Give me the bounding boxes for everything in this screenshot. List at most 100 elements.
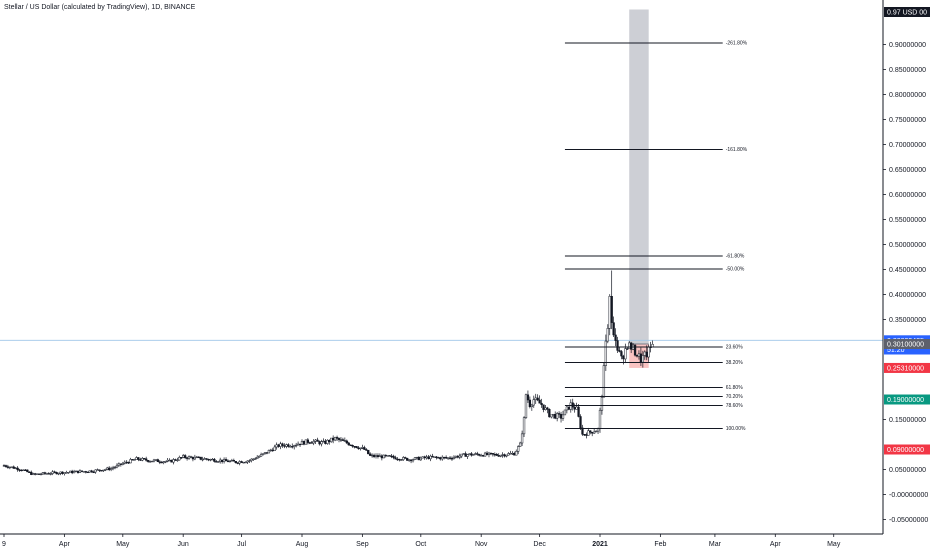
candle-body: [61, 471, 64, 474]
candle-body: [28, 471, 31, 473]
candle-body: [522, 417, 526, 435]
candle-body: [647, 346, 650, 358]
candle-body: [402, 457, 405, 460]
candle-body: [293, 445, 296, 447]
candle-body: [156, 459, 160, 463]
candle-body: [326, 440, 329, 444]
candle-body: [94, 469, 97, 473]
fib-level-label: 23.60%: [726, 345, 744, 351]
candle-body: [24, 469, 27, 471]
candle-body: [92, 471, 95, 474]
candle-body: [509, 453, 512, 455]
candle-body: [470, 453, 473, 456]
candle-body: [263, 452, 267, 454]
candle-body: [497, 455, 500, 457]
candle-body: [102, 469, 105, 472]
candle-body: [182, 455, 185, 458]
candles-layer: [2, 270, 654, 476]
candle-body: [148, 461, 152, 463]
candle-body: [411, 459, 415, 462]
candle-body: [633, 344, 637, 356]
candle-body: [456, 455, 459, 458]
x-tick-label: Dec: [533, 541, 546, 548]
candle-body: [137, 457, 140, 460]
position-box-layer[interactable]: [629, 9, 649, 368]
candle-body: [355, 446, 358, 449]
position-target-zone[interactable]: [629, 9, 649, 345]
candle-body: [170, 459, 173, 463]
candle-body: [51, 471, 54, 474]
candle-body: [98, 469, 101, 471]
candle-body: [396, 458, 399, 461]
x-tick-label: Apr: [59, 541, 71, 548]
x-tick-label: May: [827, 541, 841, 548]
y-tick-label: 0.55000000: [889, 217, 926, 224]
candle-body: [487, 452, 491, 456]
fib-level-label: -161.80%: [726, 147, 748, 153]
candle-body: [240, 461, 243, 463]
candle-body: [172, 459, 175, 463]
candle-body: [626, 348, 629, 350]
candle-body: [332, 437, 335, 441]
candle-body: [363, 447, 366, 450]
candle-body: [577, 406, 580, 417]
candle-body: [71, 470, 74, 474]
candle-body: [554, 413, 557, 419]
candle-body: [127, 462, 130, 464]
candle-body: [143, 458, 146, 460]
candle-body: [563, 409, 567, 416]
candle-body: [18, 469, 21, 471]
candle-body: [349, 444, 352, 446]
candle-body: [421, 456, 424, 459]
candle-body: [637, 353, 641, 357]
fib-level-label: 38.20%: [726, 360, 744, 366]
x-tick-label: Nov: [475, 541, 488, 548]
candle-body: [275, 444, 278, 448]
candle-body: [242, 461, 245, 464]
price-badge: [884, 394, 930, 405]
candle-body: [464, 453, 467, 457]
candle-body: [641, 355, 644, 363]
candle-body: [219, 459, 222, 462]
candle-body: [197, 456, 200, 459]
fibonacci-layer[interactable]: -261.80% -161.80% -61.80% -50.00% 23.60% 38.2…: [564, 41, 748, 433]
candle-body: [347, 442, 350, 446]
candle-body: [168, 459, 171, 462]
candle-body: [4, 465, 8, 467]
candle-body: [295, 444, 298, 447]
x-tick-label: 2021: [592, 541, 608, 548]
candle-body: [561, 414, 565, 419]
candle-body: [69, 470, 72, 473]
candle-body: [246, 460, 249, 463]
fib-level-label: -61.80%: [726, 254, 745, 260]
candle-body: [215, 461, 218, 463]
candle-body: [232, 460, 235, 462]
candle-body: [287, 444, 290, 447]
candle-body: [345, 440, 348, 444]
candle-body: [310, 442, 313, 444]
fib-level-label: -261.80%: [726, 41, 748, 47]
candle-body: [468, 453, 471, 455]
candle-body: [191, 457, 195, 460]
candle-body: [448, 457, 452, 459]
candle-body: [84, 471, 87, 473]
candle-body: [639, 353, 643, 363]
candle-body: [499, 455, 502, 457]
candle-body: [32, 473, 35, 475]
candle-body: [146, 460, 150, 462]
candle-body: [53, 471, 56, 473]
candle-body: [339, 439, 343, 441]
y-tick-label: 0.90000000: [889, 42, 926, 49]
candle-body: [376, 455, 380, 457]
candle-body: [139, 459, 142, 461]
x-tick-label: Mar: [709, 541, 722, 548]
candle-body: [335, 437, 339, 439]
candle-body: [361, 447, 364, 449]
candle-body: [22, 469, 25, 471]
candle-body: [534, 397, 537, 400]
candle-body: [20, 469, 23, 472]
x-tick-label: 9: [2, 541, 6, 548]
y-tick-label: 0.75000000: [889, 117, 926, 124]
candle-body: [86, 471, 89, 474]
